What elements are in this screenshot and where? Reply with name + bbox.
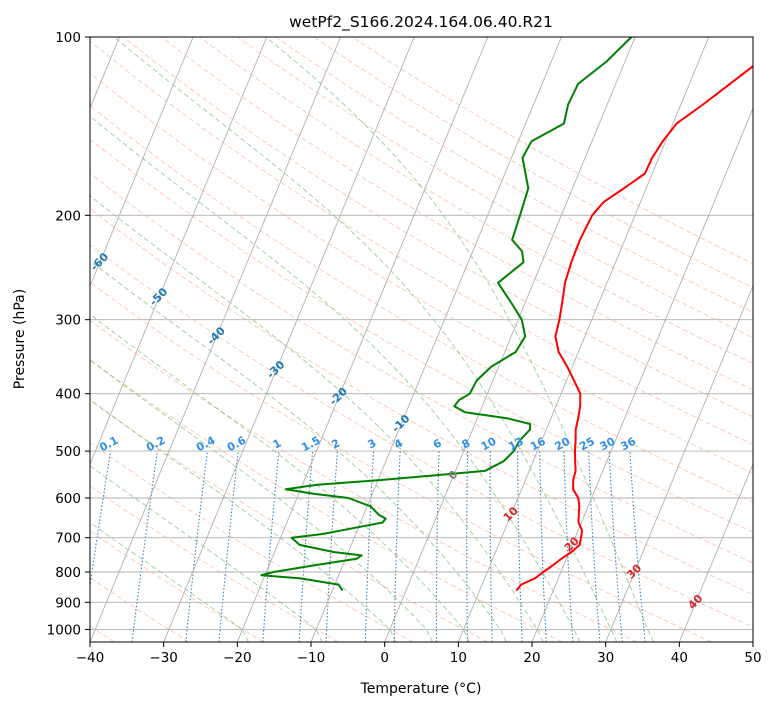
mixing-ratio-label: 25 — [577, 435, 597, 454]
isotherm — [90, 37, 341, 642]
dry-adiabat — [90, 105, 753, 503]
mixing-ratio-label: 16 — [528, 435, 548, 454]
x-axis: −40 −30 −20 −10 0 10 20 30 40 50 — [76, 642, 762, 666]
y-tick-label: 200 — [55, 208, 81, 224]
moist-adiabat — [90, 260, 507, 642]
isotherm — [90, 37, 268, 466]
y-tick-label: 1000 — [47, 622, 81, 638]
x-tick-label: −40 — [76, 650, 105, 666]
dry-adiabat — [90, 138, 753, 533]
y-tick-label: 300 — [55, 313, 81, 329]
mixing-ratio-line — [364, 451, 375, 642]
x-tick-label: 50 — [744, 650, 761, 666]
mixing-ratio-line — [517, 451, 523, 642]
profiles — [260, 37, 753, 592]
moist-adiabat — [90, 465, 323, 642]
moist-adiabat — [90, 521, 249, 642]
y-tick-label: 800 — [55, 565, 81, 581]
isotherm — [163, 37, 415, 642]
mixing-ratio-line — [588, 451, 601, 642]
isotherm — [605, 284, 753, 642]
mixing-ratio-line — [608, 451, 623, 642]
mixing-ratio-label: 20 — [553, 435, 573, 454]
mixing-ratio-line — [262, 451, 280, 642]
pressure-grid — [90, 37, 753, 630]
x-tick-label: 30 — [597, 650, 614, 666]
x-tick-label: 10 — [450, 650, 467, 666]
y-tick-label: 100 — [55, 30, 81, 46]
dewpoint-profile — [260, 37, 633, 592]
x-tick-label: −20 — [223, 650, 252, 666]
mixing-ratio-label: 13 — [506, 435, 526, 454]
dry-adiabat — [313, 37, 753, 289]
mixing-ratio-line — [435, 451, 440, 642]
mixing-ratio-label: 10 — [479, 435, 499, 454]
x-tick-label: −30 — [149, 650, 178, 666]
dry-adiabat — [90, 399, 488, 642]
isotherm — [310, 37, 562, 642]
moist-adiabat — [90, 313, 470, 642]
dry-adiabat — [275, 37, 753, 313]
y-tick-label: 500 — [55, 444, 81, 460]
dry-adiabat — [90, 530, 264, 642]
isotherm — [678, 462, 753, 642]
dry-adiabat — [90, 319, 638, 642]
mixing-ratio-line — [393, 451, 401, 642]
isotherm — [90, 37, 194, 288]
mixing-ratio-line — [539, 451, 547, 642]
y-tick-label: 700 — [55, 531, 81, 547]
mixing-ratio-line — [629, 451, 646, 642]
moist-adiabat — [90, 398, 397, 642]
isotherm — [531, 107, 753, 642]
isotherm — [752, 640, 753, 642]
y-tick-label: 400 — [55, 387, 81, 403]
mixing-ratio-line — [563, 451, 574, 642]
mixing-ratio-label: 30 — [598, 435, 618, 454]
dry-adiabat — [90, 40, 753, 446]
x-tick-label: 40 — [671, 650, 688, 666]
dry-adiabat — [90, 281, 712, 642]
dry-adiabat — [90, 244, 753, 628]
isotherm — [384, 37, 636, 642]
x-axis-label: Temperature (°C) — [360, 681, 482, 697]
plot-area — [90, 37, 753, 642]
y-axis-label: Pressure (hPa) — [12, 289, 28, 389]
x-tick-label: 0 — [380, 650, 389, 666]
temperature-profile — [515, 64, 753, 592]
dry-adiabat — [90, 72, 753, 474]
y-tick-label: 600 — [55, 491, 81, 507]
mixing-ratio-line — [298, 451, 314, 642]
x-tick-label: 20 — [523, 650, 540, 666]
mixing-ratio-line — [466, 451, 469, 642]
y-tick-label: 900 — [55, 595, 81, 611]
x-tick-label: −10 — [297, 650, 326, 666]
moist-adiabat — [265, 37, 654, 642]
dry-adiabat — [122, 37, 753, 418]
background-lines — [90, 37, 753, 642]
y-axis: 100 200 300 400 500 600 700 800 900 1000 — [47, 30, 90, 638]
plot-frame — [89, 36, 754, 643]
moist-adiabat — [113, 37, 618, 642]
mixing-ratio-line — [218, 451, 239, 642]
dry-adiabat — [90, 359, 563, 642]
mixing-ratio-line — [185, 451, 208, 642]
dry-adiabat — [90, 207, 753, 596]
mixing-ratio-label: 36 — [618, 435, 638, 454]
isotherm — [457, 37, 710, 642]
chart-title: wetPf2_S166.2024.164.06.40.R21 — [289, 13, 553, 32]
moist-adiabat — [90, 115, 581, 642]
isotherm — [236, 37, 489, 642]
